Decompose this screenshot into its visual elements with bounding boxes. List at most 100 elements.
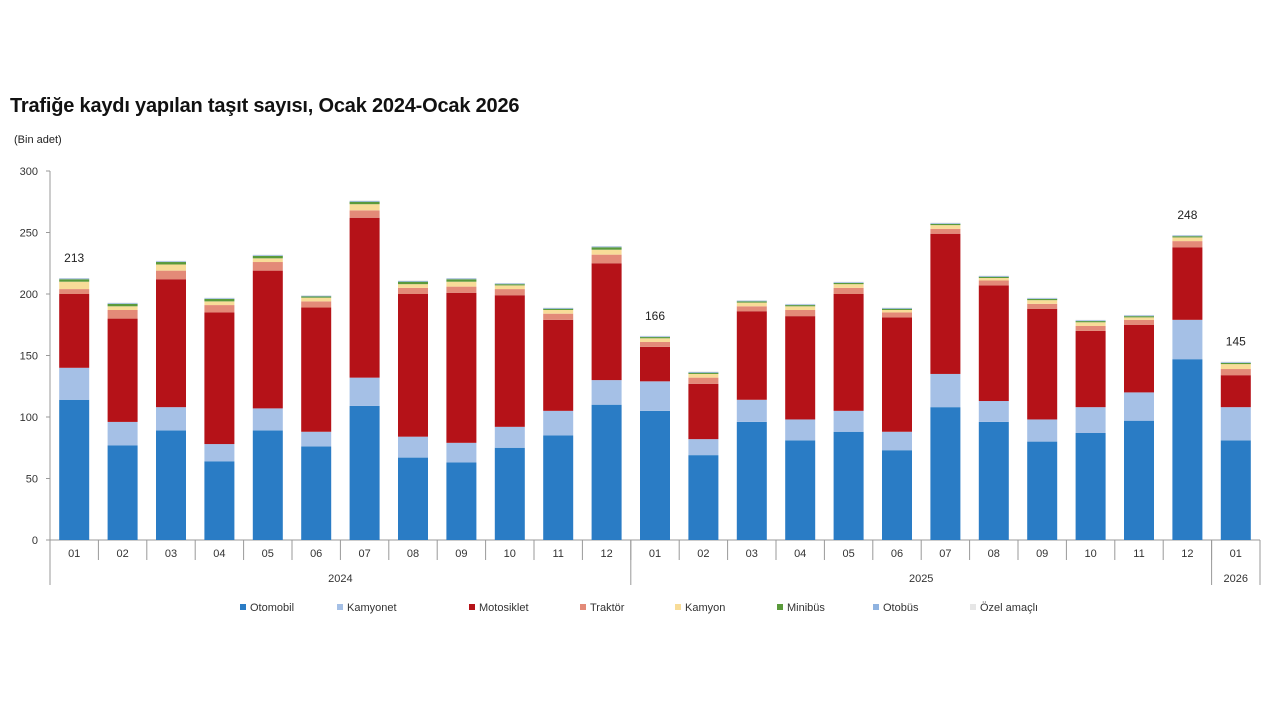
bar-segment-motosiklet	[59, 294, 90, 368]
bar-segment-kamyonet	[1172, 319, 1203, 360]
bar-segment-trakt-r	[688, 377, 719, 384]
bar-segment-kamyon	[978, 278, 1009, 281]
x-tick-label: 07	[358, 548, 370, 560]
bar-segment-minib-s	[1172, 236, 1203, 238]
bar-segment-minib-s	[494, 284, 525, 286]
bar-segment-trakt-r	[1027, 303, 1058, 309]
data-label: 166	[645, 309, 665, 323]
bar-segment-kamyonet	[591, 380, 622, 405]
data-label: 248	[1177, 208, 1197, 222]
bar-segment-minib-s	[833, 282, 864, 285]
bar-segment-kamyonet	[494, 426, 525, 448]
bar-segment-motosiklet	[398, 294, 428, 437]
bar-segment-otob-s	[1172, 235, 1203, 237]
bar-segment-otob-s	[204, 298, 235, 299]
bar-segment-otomobil	[446, 462, 477, 540]
bar-segment-kamyon	[930, 225, 961, 229]
bar-segment-kamyon	[1124, 317, 1154, 320]
bar-segment-kamyonet	[543, 410, 574, 436]
bar-segment-kamyonet	[1027, 419, 1058, 442]
bar-segment-kamyon	[640, 338, 670, 342]
x-tick-label: 11	[552, 548, 563, 560]
year-label: 2026	[1224, 573, 1248, 585]
bar-segment-kamyon	[349, 204, 380, 211]
bar-segment-minib-s	[978, 276, 1009, 279]
bar-segment-otob-s	[978, 276, 1009, 277]
legend-label: Otomobil	[250, 602, 294, 614]
bar-segment-motosiklet	[882, 317, 912, 432]
bar-segment-motosiklet	[349, 217, 380, 378]
bar-segment-trakt-r	[156, 270, 186, 280]
bar-segment-kamyon	[59, 281, 90, 290]
bar-segment-motosiklet	[591, 263, 622, 381]
bar-segment-otob-s	[591, 246, 622, 248]
bar-segment-kamyonet	[930, 373, 961, 408]
bar-segment-trakt-r	[930, 228, 961, 234]
bar-segment-motosiklet	[107, 318, 138, 422]
y-tick-label: 150	[20, 351, 38, 363]
bar-segment-otomobil	[349, 405, 380, 540]
bar-segment-minib-s	[59, 279, 90, 282]
y-tick-label: 50	[26, 474, 38, 486]
bar-segment-trakt-r	[446, 286, 477, 293]
bar-segment-trakt-r	[833, 287, 864, 294]
bar-segment-motosiklet	[930, 233, 961, 374]
bar-segment-trakt-r	[301, 301, 332, 308]
bar-segment-otob-s	[252, 255, 283, 256]
bar-segment-kamyon	[398, 284, 428, 288]
x-tick-label: 10	[1084, 548, 1096, 560]
bar-segment-motosiklet	[1075, 330, 1106, 408]
bar-segment-kamyonet	[688, 439, 719, 456]
bar-segment-otomobil	[156, 430, 186, 540]
bar-segment-otob-s	[301, 295, 332, 297]
bar-segment-otob-s	[398, 280, 428, 282]
bar-segment-minib-s	[1124, 316, 1154, 318]
y-tick-label: 300	[20, 166, 38, 178]
bar-segment-motosiklet	[640, 346, 670, 382]
bar-segment-trakt-r	[978, 280, 1009, 286]
bar-segment-kamyon	[1075, 322, 1106, 326]
bar-segment-trakt-r	[204, 305, 235, 313]
bar-segment-motosiklet	[446, 292, 477, 443]
bar-segment-otomobil	[882, 450, 912, 540]
bar-segment-kamyon	[1172, 237, 1203, 242]
bar-segment-minib-s	[1220, 362, 1251, 365]
bar-segment-motosiklet	[301, 307, 332, 432]
data-label: 145	[1226, 335, 1246, 349]
bar-segment-minib-s	[398, 281, 428, 285]
bar-segment-minib-s	[156, 262, 186, 265]
bar-segment-otob-s	[349, 201, 380, 202]
bar-segment-minib-s	[1075, 321, 1106, 323]
x-tick-label: 03	[165, 548, 177, 560]
bar-segment-kamyon	[736, 302, 767, 307]
bar-segment-kamyon	[882, 309, 912, 313]
bar-segment-otob-s	[1027, 298, 1058, 299]
bar-segment-kamyonet	[446, 442, 477, 463]
bar-segment-kamyon	[446, 281, 477, 287]
bar-segment-otomobil	[640, 410, 670, 540]
y-tick-label: 0	[32, 535, 38, 547]
bar-segment-otomobil	[494, 447, 525, 540]
bar-segment-otob-s	[930, 223, 961, 224]
x-tick-label: 01	[68, 548, 80, 560]
bar-segment-kamyon	[252, 258, 283, 263]
bar-segment-motosiklet	[1027, 308, 1058, 420]
bar-segment-minib-s	[785, 305, 816, 307]
bar-segment-kamyonet	[1220, 407, 1251, 441]
bar-segment-kamyon	[833, 284, 864, 288]
bar-segment-otomobil	[833, 431, 864, 540]
x-tick-label: 04	[794, 548, 806, 560]
bar-segment-kamyon	[688, 373, 719, 378]
x-tick-label: 01	[1230, 548, 1242, 560]
bar-segment-otob-s	[543, 308, 574, 309]
bar-segment-minib-s	[688, 372, 719, 374]
bar-segment-otomobil	[736, 421, 767, 540]
x-tick-label: 04	[213, 548, 225, 560]
legend-label: Minibüs	[787, 602, 825, 614]
legend-label: Kamyonet	[347, 602, 397, 614]
bar-segment-kamyonet	[349, 377, 380, 406]
bar-segment-minib-s	[640, 337, 670, 339]
x-tick-label: 12	[1181, 548, 1193, 560]
bar-segment-motosiklet	[252, 270, 283, 409]
